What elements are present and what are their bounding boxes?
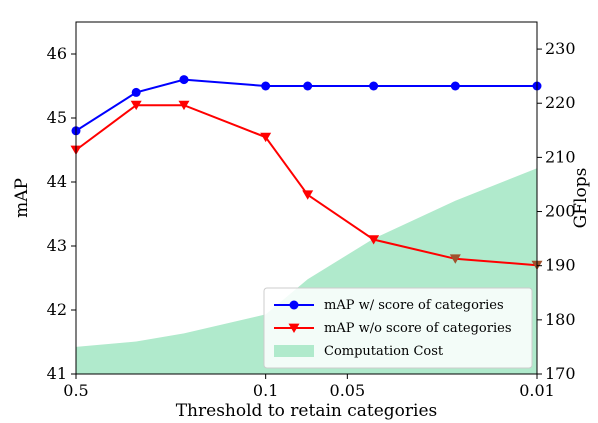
legend-marker: [288, 323, 300, 333]
y-axis-label-left: mAP: [12, 178, 32, 218]
y-tick-label-left: 46: [47, 44, 67, 63]
legend-handle-area: [274, 345, 314, 357]
legend-entry: mAP w/o score of categories: [324, 321, 511, 336]
plot-frame: [75, 21, 538, 375]
y-axis-label-right: GFlops: [571, 168, 591, 229]
series-line-1: [75, 104, 538, 267]
y-tick-label-left: 43: [47, 236, 67, 255]
x-axis-label: Threshold to retain categories: [176, 401, 438, 421]
series-0-point: [261, 81, 271, 91]
x-tick-label: 0.05: [330, 381, 366, 400]
series-1-point: [302, 190, 314, 200]
axis-layer: 41 42 43 44 45 46 170 180 190 200 210 220 230 0.5 0.1 0…: [47, 39, 576, 400]
y-tick-label-right: 190: [545, 256, 576, 275]
y-tick-label-right: 170: [545, 364, 576, 383]
y-tick-label-right: 180: [545, 310, 576, 329]
line-layer: [70, 75, 543, 271]
legend-entry: Computation Cost: [324, 344, 444, 359]
legend-marker: [289, 300, 299, 310]
series-1-point: [130, 100, 142, 111]
y-tick-label-left: 42: [47, 300, 67, 319]
series-1-point: [178, 100, 190, 111]
series-0-point: [369, 81, 379, 91]
series-0-point: [131, 87, 141, 97]
series-line-0: [75, 78, 537, 132]
y-tick-label-right: 210: [545, 147, 576, 166]
series-0-point: [303, 81, 313, 91]
y-tick-label-left: 45: [47, 108, 67, 127]
series-0-point: [450, 81, 460, 91]
x-tick-label: 0.1: [253, 381, 278, 400]
legend: mAP w/ score of categories mAP w/o score …: [263, 287, 533, 369]
legend-entry: mAP w/ score of categories: [324, 298, 504, 313]
legend-box: [263, 287, 533, 369]
series-1-point: [368, 235, 380, 245]
series-1-point: [449, 254, 461, 264]
y-tick-label-left: 44: [47, 172, 67, 191]
x-tick-label: 0.5: [63, 381, 88, 400]
y-tick-label-right: 220: [545, 93, 576, 112]
x-tick-label: 0.01: [519, 381, 555, 400]
y-tick-label-right: 230: [545, 39, 576, 58]
series-0-point: [179, 75, 189, 85]
y-tick-label-left: 41: [47, 364, 67, 383]
series-1-point: [260, 132, 272, 143]
y-tick-label-right: 200: [545, 202, 576, 221]
